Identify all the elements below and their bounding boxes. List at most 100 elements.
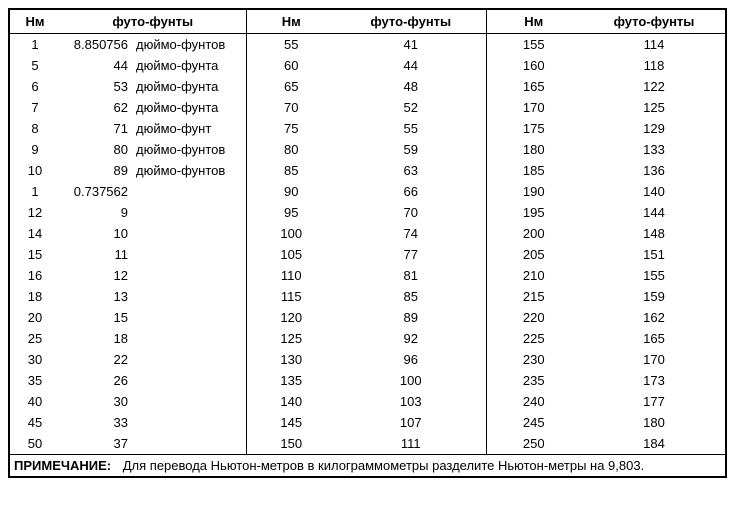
cell-nm: 55 [246, 34, 336, 56]
cell-val: 55 [336, 118, 486, 139]
cell-val: 103 [336, 391, 486, 412]
cell-nm: 110 [246, 265, 336, 286]
cell-unit [132, 391, 246, 412]
cell-unit [132, 265, 246, 286]
cell-val: 155 [581, 265, 727, 286]
cell-val: 63 [336, 160, 486, 181]
table-row: 302213096230170 [10, 349, 727, 370]
table-row: 980дюймо-фунтов8059180133 [10, 139, 727, 160]
cell-unit: дюймо-фунтов [132, 139, 246, 160]
cell-val: 144 [581, 202, 727, 223]
header-nm-2: Нм [246, 10, 336, 34]
cell-unit: дюймо-фунта [132, 55, 246, 76]
cell-val: 136 [581, 160, 727, 181]
cell-val: 44 [60, 55, 132, 76]
cell-nm: 155 [486, 34, 581, 56]
cell-nm: 205 [486, 244, 581, 265]
header-ftlb-1: футо-фунты [60, 10, 246, 34]
cell-val: 71 [60, 118, 132, 139]
cell-val: 89 [60, 160, 132, 181]
cell-nm: 9 [10, 139, 60, 160]
cell-nm: 220 [486, 307, 581, 328]
cell-nm: 70 [246, 97, 336, 118]
table-row: 762дюймо-фунта7052170125 [10, 97, 727, 118]
table-row: 5037150111250184 [10, 433, 727, 455]
cell-val: 53 [60, 76, 132, 97]
cell-nm: 60 [246, 55, 336, 76]
note-row: ПРИМЕЧАНИЕ: Для перевода Ньютон-метров в… [10, 455, 727, 477]
cell-val: 0.737562 [60, 181, 132, 202]
cell-nm: 90 [246, 181, 336, 202]
cell-val: 8.850756 [60, 34, 132, 56]
conversion-table: Нм футо-фунты Нм футо-фунты Нм футо-фунт… [10, 10, 727, 476]
cell-val: 118 [581, 55, 727, 76]
cell-nm: 170 [486, 97, 581, 118]
cell-nm: 30 [10, 349, 60, 370]
cell-val: 48 [336, 76, 486, 97]
cell-nm: 6 [10, 76, 60, 97]
cell-nm: 18 [10, 286, 60, 307]
cell-val: 133 [581, 139, 727, 160]
cell-val: 159 [581, 286, 727, 307]
note-label: ПРИМЕЧАНИЕ: [14, 458, 111, 473]
table-row: 201512089220162 [10, 307, 727, 328]
cell-val: 184 [581, 433, 727, 455]
cell-val: 62 [60, 97, 132, 118]
cell-val: 74 [336, 223, 486, 244]
cell-unit [132, 349, 246, 370]
cell-nm: 45 [10, 412, 60, 433]
cell-unit: дюймо-фунта [132, 76, 246, 97]
cell-nm: 50 [10, 433, 60, 455]
cell-val: 22 [60, 349, 132, 370]
cell-nm: 1 [10, 34, 60, 56]
cell-nm: 130 [246, 349, 336, 370]
cell-val: 122 [581, 76, 727, 97]
cell-nm: 235 [486, 370, 581, 391]
cell-val: 129 [581, 118, 727, 139]
table-row: 4533145107245180 [10, 412, 727, 433]
header-nm-3: Нм [486, 10, 581, 34]
cell-val: 52 [336, 97, 486, 118]
cell-val: 13 [60, 286, 132, 307]
table-row: 871дюймо-фунт7555175129 [10, 118, 727, 139]
cell-val: 26 [60, 370, 132, 391]
cell-nm: 120 [246, 307, 336, 328]
cell-nm: 25 [10, 328, 60, 349]
cell-nm: 140 [246, 391, 336, 412]
cell-nm: 12 [10, 202, 60, 223]
cell-nm: 85 [246, 160, 336, 181]
cell-nm: 65 [246, 76, 336, 97]
cell-val: 85 [336, 286, 486, 307]
cell-val: 165 [581, 328, 727, 349]
cell-val: 89 [336, 307, 486, 328]
cell-val: 177 [581, 391, 727, 412]
cell-val: 125 [581, 97, 727, 118]
cell-unit [132, 412, 246, 433]
table-row: 251812592225165 [10, 328, 727, 349]
cell-nm: 95 [246, 202, 336, 223]
cell-val: 33 [60, 412, 132, 433]
cell-val: 96 [336, 349, 486, 370]
cell-nm: 1 [10, 181, 60, 202]
cell-nm: 210 [486, 265, 581, 286]
note-cell: ПРИМЕЧАНИЕ: Для перевода Ньютон-метров в… [10, 455, 727, 477]
cell-val: 173 [581, 370, 727, 391]
table-row: 151110577205151 [10, 244, 727, 265]
cell-nm: 250 [486, 433, 581, 455]
cell-unit [132, 328, 246, 349]
cell-nm: 80 [246, 139, 336, 160]
cell-unit [132, 244, 246, 265]
cell-nm: 185 [486, 160, 581, 181]
cell-unit [132, 307, 246, 328]
cell-val: 92 [336, 328, 486, 349]
cell-nm: 115 [246, 286, 336, 307]
cell-nm: 200 [486, 223, 581, 244]
cell-nm: 245 [486, 412, 581, 433]
conversion-table-container: Нм футо-фунты Нм футо-фунты Нм футо-фунт… [8, 8, 727, 478]
cell-unit [132, 433, 246, 455]
cell-val: 44 [336, 55, 486, 76]
cell-nm: 15 [10, 244, 60, 265]
cell-nm: 7 [10, 97, 60, 118]
header-nm-1: Нм [10, 10, 60, 34]
cell-nm: 225 [486, 328, 581, 349]
